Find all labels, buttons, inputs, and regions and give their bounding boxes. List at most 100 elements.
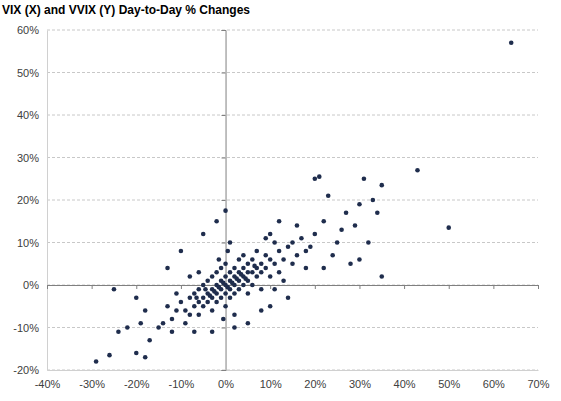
grid-line xyxy=(47,370,538,371)
point xyxy=(221,281,226,286)
y-zero-tick xyxy=(222,73,226,74)
x-zero-tick xyxy=(538,285,539,289)
point xyxy=(304,266,309,271)
y-tick-label: -20% xyxy=(13,364,39,376)
point xyxy=(196,300,201,305)
x-axis: -40%-30%-20%-10%0%10%20%30%40%50%60%70% xyxy=(35,370,550,390)
point xyxy=(156,325,161,330)
y-tick-label: 0% xyxy=(23,279,39,291)
point xyxy=(125,325,130,330)
point xyxy=(210,274,215,279)
point xyxy=(357,257,362,262)
point xyxy=(250,283,255,288)
point xyxy=(259,287,264,292)
x-tick: -10% xyxy=(169,370,195,390)
point xyxy=(308,244,313,249)
y-tick-label: 40% xyxy=(17,109,39,121)
y-zero-tick-mark xyxy=(222,30,226,31)
point xyxy=(228,270,233,275)
point xyxy=(223,274,228,279)
x-tick-label: 50% xyxy=(438,378,460,390)
point xyxy=(286,244,291,249)
x-zero-tick xyxy=(92,285,93,289)
x-tick-label: 30% xyxy=(349,378,371,390)
point xyxy=(353,223,358,228)
y-tick-label: 20% xyxy=(17,194,39,206)
point xyxy=(196,312,201,317)
y-zero-tick xyxy=(222,328,226,329)
point xyxy=(344,210,349,215)
point xyxy=(371,198,376,203)
point xyxy=(375,210,380,215)
y-tick: 0% xyxy=(23,279,47,291)
point xyxy=(232,266,237,271)
point xyxy=(223,208,228,213)
point xyxy=(277,219,282,224)
chart: VIX (X) and VVIX (Y) Day-to-Day % Change… xyxy=(0,0,561,401)
x-zero-axis xyxy=(48,285,539,289)
point xyxy=(214,270,219,275)
y-axis: -20%-10%0%10%20%30%40%50%60% xyxy=(13,24,47,376)
point xyxy=(232,291,237,296)
x-zero-tick xyxy=(449,285,450,289)
point xyxy=(94,359,99,364)
y-tick-label: -10% xyxy=(13,322,39,334)
y-zero-tick-mark xyxy=(222,370,226,371)
point xyxy=(335,240,340,245)
y-zero-tick xyxy=(222,370,226,371)
x-tick: -20% xyxy=(124,370,150,390)
point xyxy=(192,329,197,334)
y-tick-label: 60% xyxy=(17,24,39,36)
point xyxy=(237,287,242,292)
point xyxy=(313,232,318,237)
point xyxy=(214,300,219,305)
point xyxy=(252,264,257,269)
x-tick: 70% xyxy=(527,370,549,390)
point xyxy=(232,312,237,317)
y-zero-tick xyxy=(222,243,226,244)
point xyxy=(259,308,264,313)
point xyxy=(272,240,277,245)
y-zero-axis xyxy=(222,31,227,371)
x-zero-tick-mark xyxy=(47,285,48,289)
grid-line xyxy=(47,200,538,201)
point xyxy=(321,219,326,224)
point xyxy=(210,308,215,313)
point xyxy=(268,257,273,262)
x-axis-line xyxy=(48,370,539,371)
x-zero-tick-mark xyxy=(92,285,93,289)
point xyxy=(290,240,295,245)
point xyxy=(196,287,201,292)
point xyxy=(165,266,170,271)
point xyxy=(219,295,224,300)
point xyxy=(134,351,139,356)
point xyxy=(241,266,246,271)
point xyxy=(232,325,237,330)
x-zero-tick-mark xyxy=(315,285,316,289)
x-zero-tick xyxy=(181,285,182,289)
point xyxy=(254,274,259,279)
point xyxy=(112,287,117,292)
x-zero-tick-mark xyxy=(404,285,405,289)
grid-line xyxy=(47,72,538,73)
point xyxy=(250,257,255,262)
point xyxy=(179,249,184,254)
point xyxy=(317,174,322,179)
point xyxy=(196,270,201,275)
x-zero-tick xyxy=(404,285,405,289)
y-zero-tick xyxy=(222,200,226,201)
point xyxy=(321,266,326,271)
x-zero-tick-mark xyxy=(493,285,494,289)
x-tick-label: 70% xyxy=(527,378,549,390)
point xyxy=(246,291,251,296)
x-tick-label: -20% xyxy=(124,378,150,390)
y-zero-tick-mark xyxy=(222,158,226,159)
point xyxy=(192,291,197,296)
x-zero-tick xyxy=(359,285,360,289)
x-tick: 30% xyxy=(349,370,371,390)
point xyxy=(217,257,222,262)
y-zero-tick-mark xyxy=(222,115,226,116)
y-zero-tick-mark xyxy=(222,200,226,201)
y-zero-tick-mark xyxy=(222,243,226,244)
point xyxy=(286,295,291,300)
